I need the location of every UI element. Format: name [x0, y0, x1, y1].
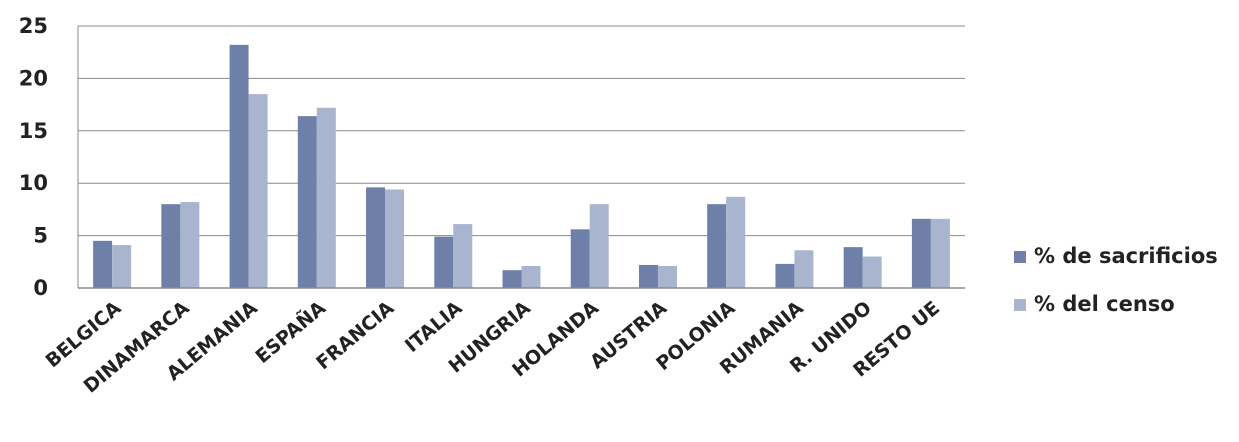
bar-sacrificios: [639, 265, 658, 288]
bar-sacrificios: [775, 264, 794, 288]
bar-censo: [522, 266, 541, 288]
bar-censo: [385, 189, 404, 288]
bar-censo: [180, 202, 199, 288]
bar-censo: [112, 245, 131, 288]
bar-censo: [317, 108, 336, 288]
axes: [78, 26, 965, 288]
bar-censo: [249, 94, 268, 288]
bar-censo: [453, 224, 472, 288]
bar-censo: [726, 197, 745, 288]
legend-swatch: [1014, 251, 1026, 263]
bar-censo: [590, 204, 609, 288]
y-tick-label: 15: [19, 119, 48, 143]
bar-sacrificios: [298, 116, 317, 288]
bar-sacrificios: [434, 237, 453, 288]
y-tick-label: 25: [19, 14, 48, 38]
bar-sacrificios: [707, 204, 726, 288]
legend-swatch: [1014, 299, 1026, 311]
y-tick-label: 0: [33, 276, 48, 300]
bar-censo: [794, 250, 813, 288]
bars: [93, 45, 950, 288]
gridlines: [78, 26, 965, 236]
legend-label: % de sacrificios: [1034, 244, 1218, 268]
bar-sacrificios: [230, 45, 249, 288]
y-tick-label: 10: [19, 171, 48, 195]
bar-censo: [931, 219, 950, 288]
bar-sacrificios: [93, 241, 112, 288]
bar-censo: [863, 257, 882, 288]
bar-sacrificios: [366, 187, 385, 288]
bar-sacrificios: [912, 219, 931, 288]
legend: % de sacrificios % del censo: [1014, 244, 1218, 316]
tick-labels: 0510152025BELGICADINAMARCAALEMANIAESPAÑA…: [19, 14, 944, 398]
bar-sacrificios: [503, 270, 522, 288]
bar-sacrificios: [844, 247, 863, 288]
x-tick-label: ITALIA: [401, 297, 467, 357]
bar-sacrificios: [161, 204, 180, 288]
y-tick-label: 5: [33, 224, 48, 248]
y-tick-label: 20: [19, 66, 48, 90]
legend-label: % del censo: [1034, 292, 1175, 316]
bar-censo: [658, 266, 677, 288]
bar-sacrificios: [571, 229, 590, 288]
